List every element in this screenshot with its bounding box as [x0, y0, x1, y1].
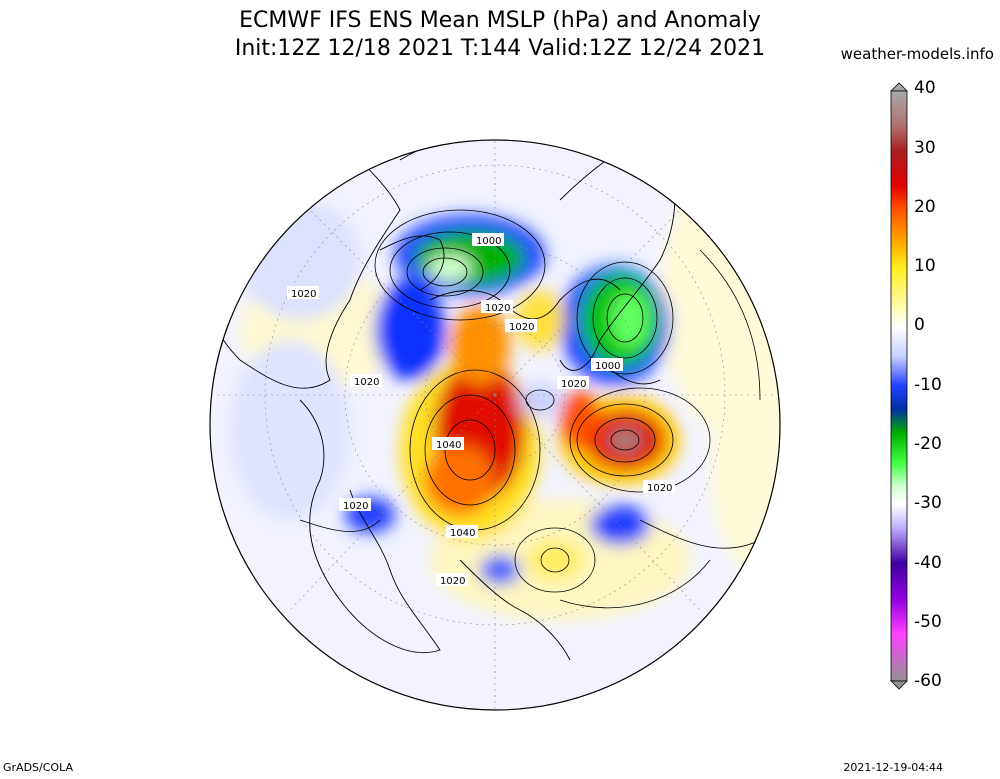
svg-text:1020: 1020: [561, 379, 586, 390]
map-disc: 1000 1020 1020 1020 1000 1020 1020 1040 …: [209, 139, 781, 711]
svg-text:1020: 1020: [485, 303, 510, 314]
colorbar-tick: 40: [914, 78, 936, 98]
isobar-label: 1020: [481, 300, 513, 314]
colorbar-tick: -40: [914, 553, 942, 573]
isobar-label: 1040: [446, 525, 478, 539]
colorbar-tick: 0: [914, 315, 925, 335]
colorbar-tick: -10: [914, 375, 942, 395]
isobar-label: 1020: [557, 376, 589, 390]
svg-text:1040: 1040: [450, 528, 475, 539]
isobar-labels: 1000 1020 1020 1020 1000 1020 1020 1040 …: [287, 233, 675, 587]
colorbar-tick: -60: [914, 671, 942, 691]
isobar-label: 1040: [432, 437, 464, 451]
colorbar: [890, 82, 908, 690]
svg-text:1020: 1020: [509, 322, 534, 333]
generation-timestamp: 2021-12-19-04:44: [843, 761, 943, 774]
svg-text:1020: 1020: [343, 501, 368, 512]
svg-text:1000: 1000: [476, 236, 501, 247]
chart-title-line2: Init:12Z 12/18 2021 T:144 Valid:12Z 12/2…: [234, 36, 766, 61]
colorbar-tick: -20: [914, 434, 942, 454]
colorbar-tick: -50: [914, 612, 942, 632]
isobar-label: 1020: [350, 374, 382, 388]
anomaly-field: [230, 160, 780, 620]
svg-text:1040: 1040: [436, 440, 461, 451]
isobar-label: 1020: [505, 319, 537, 333]
svg-text:1020: 1020: [354, 377, 379, 388]
colorbar-tick: 20: [914, 197, 936, 217]
source-attribution: weather-models.info: [840, 45, 994, 63]
colorbar-tick: 30: [914, 138, 936, 158]
svg-text:1020: 1020: [647, 483, 672, 494]
graticule: [210, 140, 780, 710]
svg-text:1000: 1000: [595, 361, 620, 372]
isobar-label: 1020: [436, 573, 468, 587]
isobar-label: 1020: [339, 498, 371, 512]
svg-text:1020: 1020: [440, 576, 465, 587]
svg-text:1020: 1020: [291, 289, 316, 300]
isobar-label: 1000: [591, 358, 623, 372]
colorbar-tick: -30: [914, 493, 942, 513]
isobar-label: 1000: [472, 233, 504, 247]
chart-title-line1: ECMWF IFS ENS Mean MSLP (hPa) and Anomal…: [239, 8, 761, 33]
isobar-label: 1020: [643, 480, 675, 494]
isobar-label: 1020: [287, 286, 319, 300]
software-credit: GrADS/COLA: [3, 761, 73, 774]
colorbar-tick: 10: [914, 256, 936, 276]
